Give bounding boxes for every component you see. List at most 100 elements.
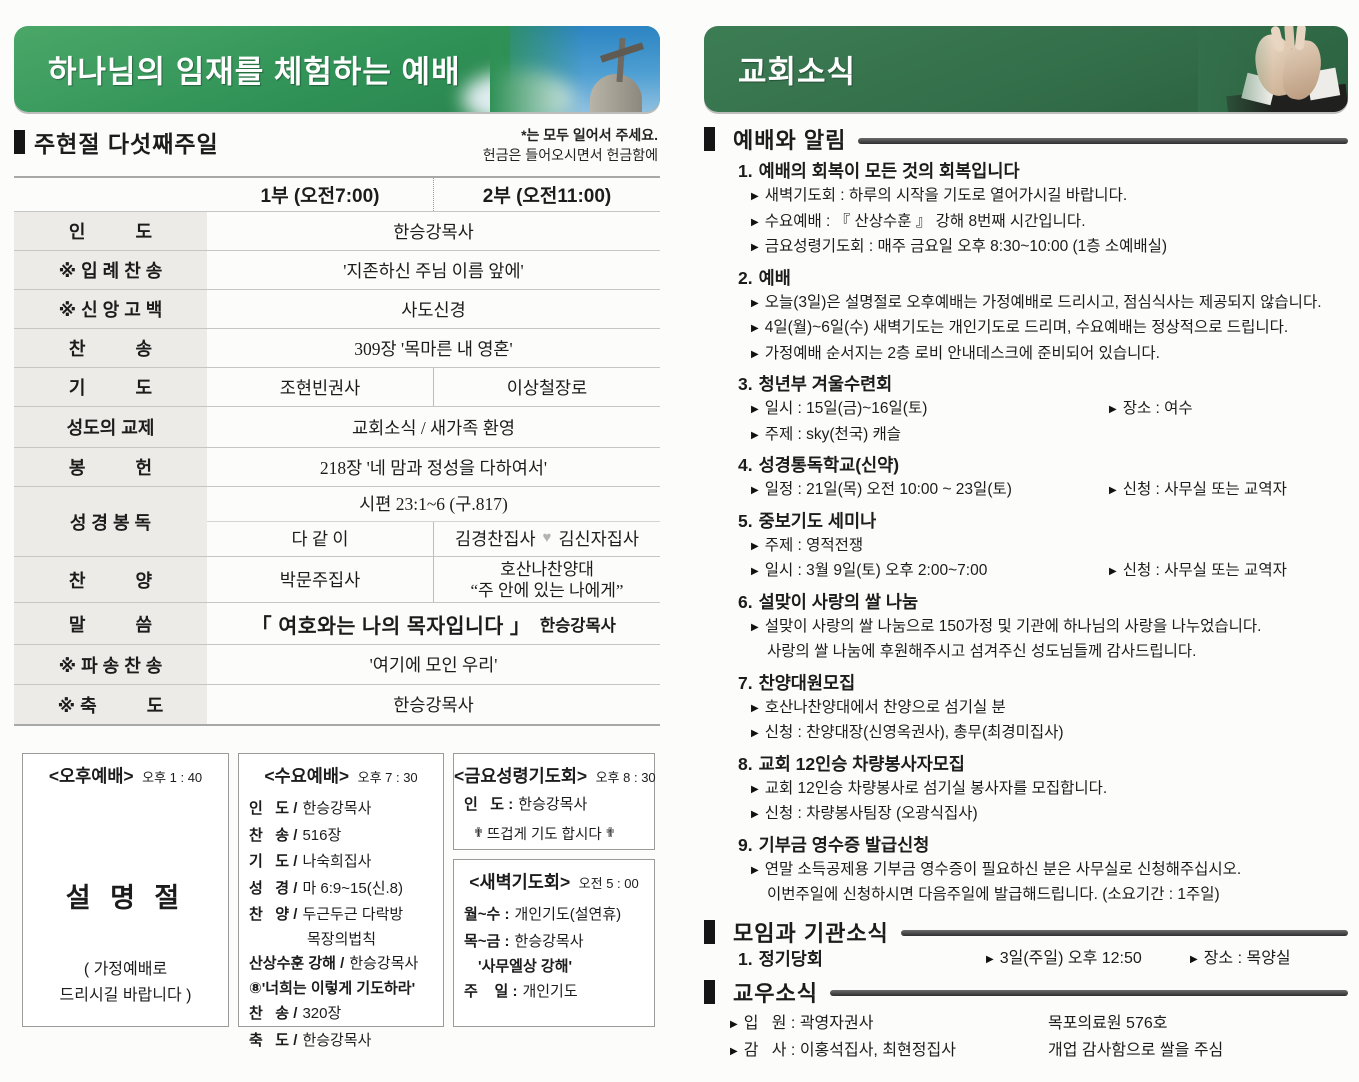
row-label: ※ 파 송 찬 송 (14, 645, 207, 684)
session-meeting-row: 1. 정기당회 ▶ 3일(주일) 오후 12:50 ▶ 장소 : 목양실 (738, 946, 1348, 972)
row-value: '지존하신 주님 이름 앞에' (343, 260, 524, 281)
arrow-bullet-icon: ▶ (730, 1018, 738, 1030)
meeting-time: 3일(주일) 오후 12:50 (999, 949, 1142, 967)
item-heading: 청년부 겨울수련회 (758, 374, 893, 394)
arrow-bullet-icon: ▶ (751, 348, 759, 360)
sunday-title-row: 주현절 다섯째주일 *는 모두 일어서 주세요. 헌금은 들어오시면서 헌금함에 (14, 125, 660, 173)
arrow-bullet-icon: ▶ (1190, 953, 1198, 965)
bullet-text: 신청 : 차량봉사팀장 (오광식집사) (764, 805, 978, 822)
arrow-bullet-icon: ▶ (751, 864, 759, 876)
prayer-slogan: ✟ 뜨겁게 기도 합시다 ✟ (470, 823, 654, 844)
scripture-readers-second: 김경찬집사 ♥ 김신자집사 (433, 521, 660, 556)
order-value: 나숙희집사 (302, 853, 372, 870)
sermon-cell: 「 여호와는 나의 목자입니다 」 한승강목사 (207, 603, 660, 644)
row-value-second: 이상철장로 (433, 368, 660, 406)
row-value: 교회소식 / 새가족 환영 (352, 417, 515, 438)
section-bullet (704, 919, 715, 944)
sermon-series-subtitle: '사무엘상 강해' (478, 958, 573, 975)
arrow-bullet-icon: ▶ (751, 702, 759, 714)
row-label: 말 씀 (14, 603, 207, 644)
reader-name: 김경찬집사 (455, 529, 536, 550)
member-news-name: 이홍석집사, 최현정집사 (799, 1041, 956, 1059)
bullet-text: 일정 : 21일(목) 오전 10:00 ~ 23일(토) (764, 481, 1012, 498)
table-row: ※ 입 례 찬 송 '지존하신 주님 이름 앞에' (14, 250, 660, 289)
order-value: 한승강목사 (349, 954, 419, 972)
arrow-bullet-icon: ▶ (751, 191, 759, 202)
table-row: 기 도 조현빈권사 이상철장로 (14, 367, 660, 406)
wednesday-service-time: 오후 7 : 30 (357, 770, 418, 785)
member-news-detail: 목포의료원 576호 (1048, 1014, 1168, 1032)
section-rule (829, 990, 1348, 996)
item-number: 4. (738, 455, 753, 475)
arrow-bullet-icon: ▶ (1109, 404, 1117, 415)
news-banner-title: 교회소식 (738, 54, 857, 90)
friday-prayer-title: <금요성령기도회> (454, 766, 588, 786)
service-order-table: 1부 (오전7:00) 2부 (오전11:00) 인 도 한승강목사 ※ 입 례… (14, 176, 660, 726)
item-number: 2. (738, 267, 753, 288)
order-key: 주 일 : (464, 983, 518, 1000)
bullet-text: 오늘(3일)은 설명절로 오후예배는 가정예배로 드리시고, 점심식사는 제공되… (764, 293, 1322, 311)
sermon-preacher: 한승강목사 (539, 616, 616, 635)
dawn-prayer-title: <새벽기도회> (469, 872, 571, 892)
bullet-text: 주제 : sky(천국) 캐슬 (764, 425, 902, 443)
dawn-prayer-box: <새벽기도회> 오전 5 : 00 월~수 : 개인기도(설연휴) 목~금 : 한승… (453, 859, 655, 1027)
table-row-anthem: 찬 양 박문주집사 호산나찬양대 “주 안에 있는 나에게” (14, 556, 660, 602)
arrow-bullet-icon: ▶ (751, 242, 759, 253)
bullet-continuation: 사랑의 쌀 나눔에 후원해주시고 섬겨주신 성도님들께 감사드립니다. (767, 643, 1197, 660)
scripture-reader-first: 다 같 이 (291, 529, 349, 550)
table-row-scripture: 성 경 봉 독 시편 23:1~6 (구.817) 다 같 이 김경찬집사 ♥ … (14, 486, 660, 556)
col-header-first-service: 1부 (오전7:00) (260, 186, 380, 207)
row-label: 성도의 교제 (14, 407, 207, 447)
arrow-bullet-icon: ▶ (751, 783, 759, 795)
row-label: ※ 입 례 찬 송 (14, 251, 207, 289)
item-heading: 기부금 영수증 발급신청 (758, 834, 930, 855)
section-meetings: 모임과 기관소식 (704, 918, 1348, 946)
arrow-bullet-icon: ▶ (751, 809, 759, 820)
item-heading: 중보기도 세미나 (758, 510, 877, 531)
row-label: 찬 송 (14, 329, 207, 367)
item-number: 3. (738, 374, 753, 394)
wednesday-service-title: <수요예배> (264, 766, 350, 786)
row-label: 봉 헌 (14, 448, 207, 486)
order-value: 개인기도(설연휴) (514, 906, 622, 923)
row-label: 기 도 (14, 368, 207, 406)
announcement-item: 8. 교회 12인승 차량봉사자모집 ▶ 교회 12인승 차량봉사로 섬기실 봉사자… (704, 753, 1348, 827)
afternoon-service-time: 오후 1 : 40 (142, 770, 203, 785)
news-banner: 교회소식 (704, 26, 1348, 112)
table-row: 봉 헌 218장 '네 맘과 정성을 다하여서' (14, 447, 660, 486)
arrow-bullet-icon: ▶ (751, 566, 759, 577)
member-news-row: ▶ 감 사 : 이홍석집사, 최현정집사 개업 감사함으로 쌀을 주심 (730, 1037, 1348, 1064)
arrow-bullet-icon: ▶ (986, 953, 994, 965)
home-worship-note-line: ( 가정예배로 (83, 961, 168, 978)
item-number: 5. (738, 510, 753, 531)
bullet-text: 주제 : 영적전쟁 (764, 536, 864, 554)
order-key: 기 도 / (249, 853, 298, 870)
order-value: 한승강목사 (514, 932, 584, 950)
offering-note-line: 헌금은 들어오시면서 헌금함에 (482, 147, 658, 163)
item-number: 9. (738, 834, 753, 855)
afternoon-service-title: <오후예배> (48, 766, 134, 786)
prayer-slogan-text: 뜨겁게 기도 합시다 (486, 826, 602, 843)
arrow-bullet-icon: ▶ (751, 728, 759, 739)
meeting-place: 장소 : 목양실 (1203, 949, 1291, 967)
section-title: 예배와 알림 (733, 128, 847, 153)
row-label: 인 도 (14, 212, 207, 250)
order-key: 인 도 / (249, 800, 298, 817)
order-key: 찬 양 / (249, 906, 298, 923)
order-value: 두근두근 다락방 (302, 906, 404, 923)
table-row: 성도의 교제 교회소식 / 새가족 환영 (14, 406, 660, 447)
order-key: 찬 송 / (249, 826, 298, 844)
table-row-sermon: 말 씀 「 여호와는 나의 목자입니다 」 한승강목사 (14, 602, 660, 644)
order-key: 축 도 / (249, 1031, 298, 1049)
stand-offering-note: *는 모두 일어서 주세요. 헌금은 들어오시면서 헌금함에 (483, 125, 658, 165)
col-header-second-service: 2부 (오전11:00) (433, 178, 660, 211)
bullet-text: 설맞이 사랑의 쌀 나눔으로 150가정 및 기관에 하나님의 사랑을 나누었습… (764, 617, 1262, 635)
row-value: 한승강목사 (393, 221, 474, 242)
bullet-text: 일시 : 15일(금)~16일(토) (764, 400, 928, 417)
order-value: 한승강목사 (302, 1031, 372, 1049)
friday-prayer-time: 오후 8 : 30 (595, 770, 656, 785)
meeting-name: 정기당회 (758, 948, 824, 969)
order-value-cont: 목장의법칙 (307, 930, 377, 948)
order-value: 한승강목사 (302, 800, 372, 817)
stand-note-line: *는 모두 일어서 주세요. (521, 127, 658, 143)
